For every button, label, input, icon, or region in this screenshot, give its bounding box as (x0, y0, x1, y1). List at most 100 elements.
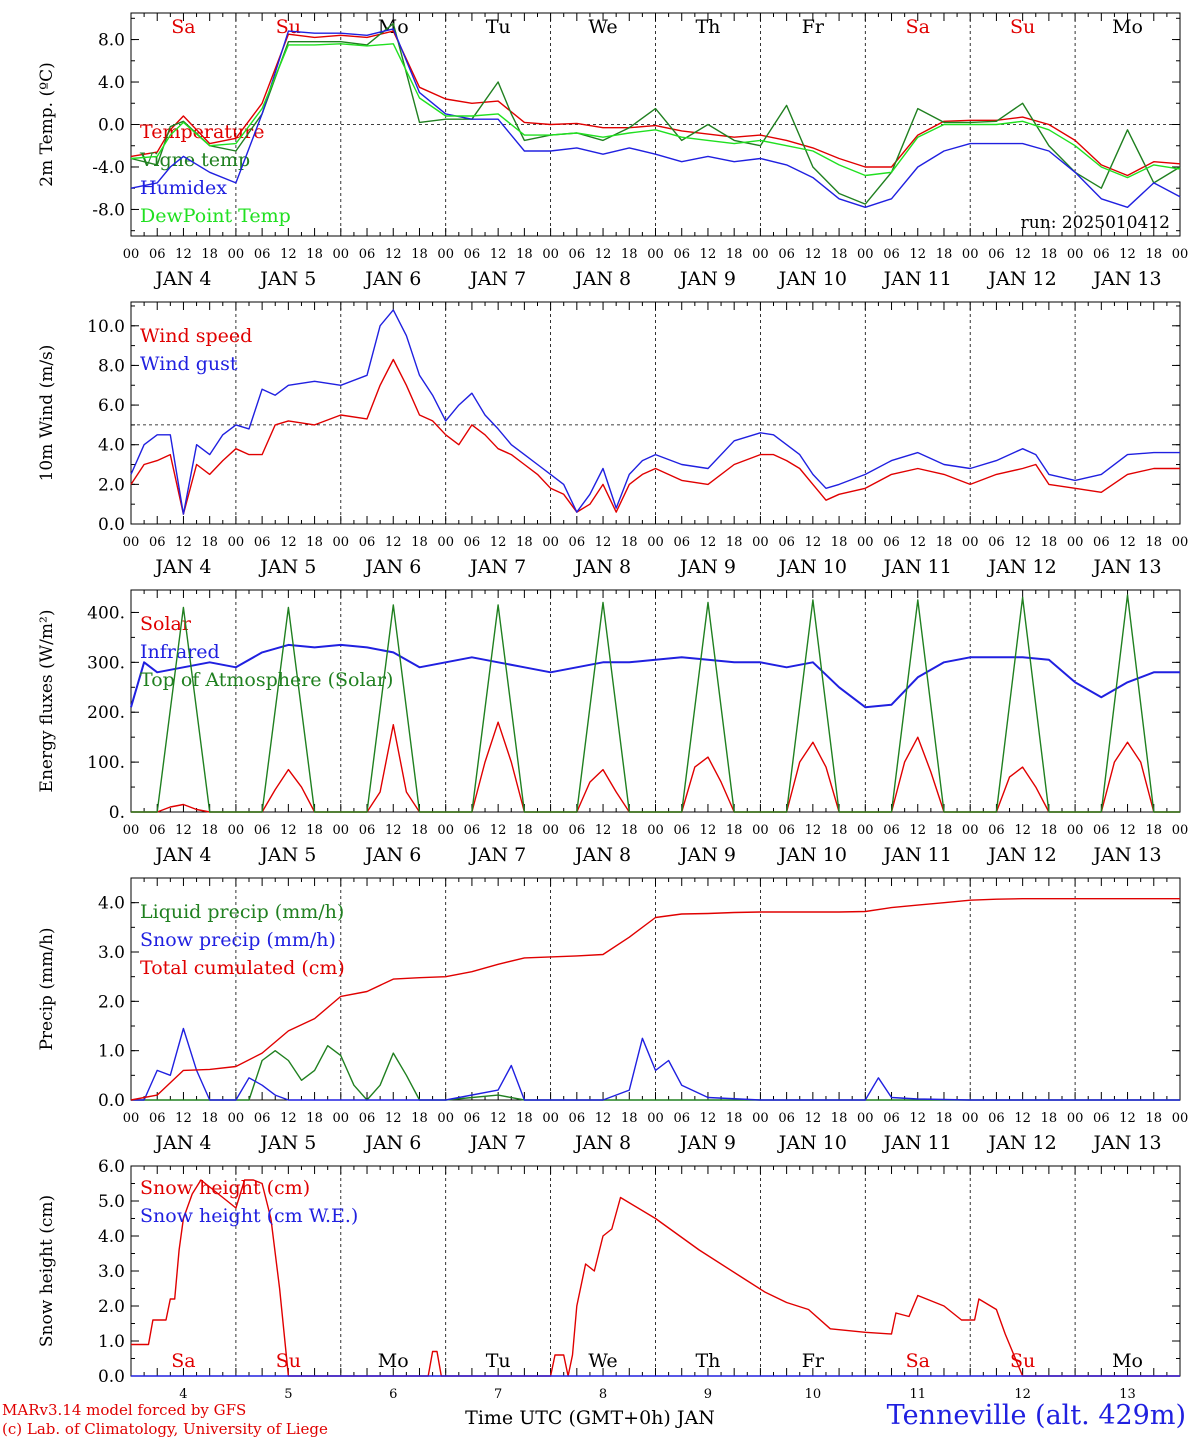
hour-label: 12 (280, 247, 297, 262)
hour-label: 06 (1093, 1111, 1110, 1126)
hour-label: 06 (988, 1111, 1005, 1126)
day-number-label: 10 (805, 1387, 822, 1402)
hour-label: 00 (647, 535, 664, 550)
hour-label: 12 (595, 247, 612, 262)
hour-label: 12 (1119, 535, 1136, 550)
day-number-label: 12 (1014, 1387, 1031, 1402)
hour-label: 06 (254, 247, 271, 262)
hour-label: 06 (673, 535, 690, 550)
y-axis-label: Energy fluxes (W/m²) (37, 610, 57, 793)
hour-label: 06 (883, 247, 900, 262)
day-label: JAN 7 (468, 844, 526, 866)
hour-label: 06 (778, 535, 795, 550)
hour-label: 18 (201, 247, 218, 262)
day-label: JAN 10 (777, 556, 847, 578)
day-number-label: 8 (599, 1387, 607, 1402)
day-number-label: 11 (909, 1387, 926, 1402)
day-label: JAN 11 (882, 556, 952, 578)
hour-label: 18 (831, 535, 848, 550)
hour-label: 06 (464, 823, 481, 838)
series-line-2 (131, 1027, 1180, 1101)
hour-label: 06 (988, 823, 1005, 838)
hour-label: 00 (857, 535, 874, 550)
hour-label: 00 (647, 1111, 664, 1126)
hour-label: 12 (595, 823, 612, 838)
series-line-4 (130, 43, 1181, 179)
day-label: JAN 5 (258, 1132, 316, 1154)
hour-label: 06 (359, 535, 376, 550)
day-label: JAN 10 (777, 844, 847, 866)
y-tick-label: 4.0 (98, 894, 125, 914)
hour-label: 06 (149, 1111, 166, 1126)
weekday-label: Sa (906, 1350, 930, 1372)
hour-label: 00 (123, 535, 140, 550)
hour-label: 00 (123, 1111, 140, 1126)
series-line-2 (130, 22, 1181, 205)
y-tick-label: 200. (87, 703, 125, 723)
day-label: JAN 10 (777, 268, 847, 290)
day-label: JAN 8 (573, 268, 631, 290)
hour-label: 18 (1041, 535, 1058, 550)
hour-label: 00 (228, 535, 245, 550)
day-label: JAN 7 (468, 268, 526, 290)
day-label: JAN 13 (1091, 268, 1161, 290)
hour-label: 12 (1119, 1111, 1136, 1126)
hour-label: 12 (490, 535, 507, 550)
y-tick-label: 100. (87, 753, 125, 773)
y-tick-label: -8.0 (92, 200, 125, 220)
series-line-3 (130, 28, 1181, 209)
day-label: JAN 13 (1091, 1132, 1161, 1154)
weekday-label: Th (695, 16, 720, 38)
hour-label: 18 (201, 1111, 218, 1126)
hour-label: 18 (516, 823, 533, 838)
hour-label: 18 (516, 1111, 533, 1126)
hour-label: 00 (962, 823, 979, 838)
hour-label: 06 (673, 823, 690, 838)
hour-label: 12 (385, 247, 402, 262)
hour-label: 12 (490, 1111, 507, 1126)
hour-label: 12 (490, 823, 507, 838)
hour-label: 18 (726, 535, 743, 550)
y-tick-label: -4.0 (92, 158, 125, 178)
legend-entry: Humidex (140, 177, 227, 199)
day-label: JAN 9 (678, 556, 736, 578)
y-tick-label: 8.0 (98, 31, 125, 51)
hour-label: 12 (175, 1111, 192, 1126)
weekday-label: Sa (171, 16, 195, 38)
hour-label: 18 (1146, 247, 1163, 262)
hour-label: 06 (1093, 535, 1110, 550)
hour-label: 18 (726, 1111, 743, 1126)
hour-label: 12 (280, 1111, 297, 1126)
hour-label: 18 (621, 1111, 638, 1126)
weekday-label: Sa (906, 16, 930, 38)
hour-label: 18 (621, 247, 638, 262)
day-label: JAN 6 (363, 1132, 421, 1154)
hour-label: 18 (306, 823, 323, 838)
hour-label: 00 (1172, 823, 1189, 838)
weekday-label: Tu (486, 1350, 511, 1372)
hour-label: 12 (909, 535, 926, 550)
hour-label: 00 (1067, 823, 1084, 838)
day-label: JAN 11 (882, 268, 952, 290)
day-label: JAN 7 (468, 1132, 526, 1154)
hour-label: 06 (1093, 247, 1110, 262)
day-label: JAN 9 (678, 1132, 736, 1154)
y-tick-label: 0.0 (98, 515, 125, 535)
hour-label: 12 (1119, 247, 1136, 262)
hour-label: 18 (831, 247, 848, 262)
day-label: JAN 6 (363, 268, 421, 290)
hour-label: 00 (1172, 535, 1189, 550)
hour-label: 18 (621, 535, 638, 550)
day-label: JAN 4 (153, 268, 211, 290)
hour-label: 06 (673, 247, 690, 262)
hour-label: 18 (831, 1111, 848, 1126)
y-axis-label: 10m Wind (m/s) (37, 345, 57, 482)
series-line-1 (131, 1044, 1180, 1101)
weekday-label: Mo (1112, 16, 1143, 38)
day-label: JAN 6 (363, 556, 421, 578)
hour-label: 00 (1067, 535, 1084, 550)
hour-label: 00 (437, 823, 454, 838)
hour-label: 06 (254, 535, 271, 550)
y-tick-label: 8.0 (98, 356, 125, 376)
hour-label: 18 (936, 247, 953, 262)
